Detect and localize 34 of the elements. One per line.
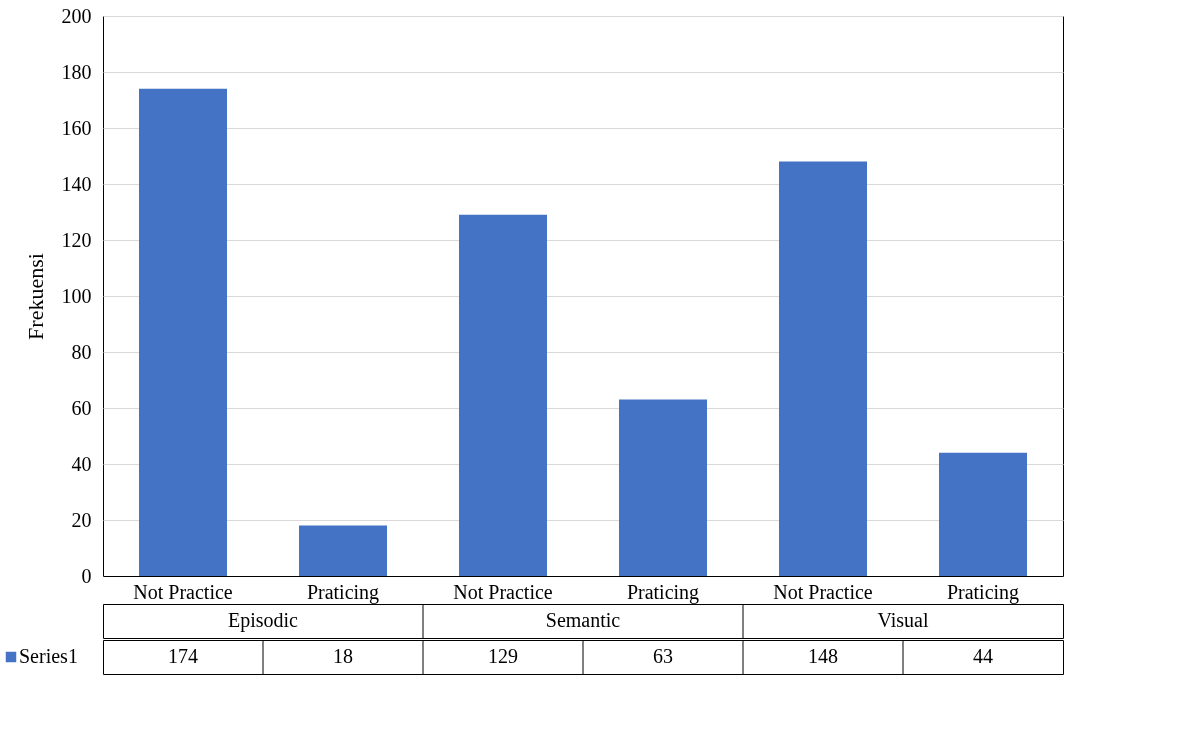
data-label: 18 [333,645,353,667]
bar [299,525,387,576]
text: Episodic [228,609,299,632]
x-tick-label: Not Practice [773,580,873,603]
x-tick-label: Praticing [946,580,1020,604]
data-label: 44 [973,645,993,667]
legend-label: Series1 [19,645,78,667]
data-label: 129 [488,645,518,667]
y-tick-label: 200 [61,4,92,27]
y-tick-label: 100 [61,284,92,307]
bar [939,452,1027,576]
data-label: 174 [168,645,198,667]
y-tick-label: 120 [61,228,92,251]
y-tick-label: 180 [61,60,92,83]
text: Semantic [545,609,621,631]
bar [619,399,707,576]
bar [139,88,227,576]
y-tick-label: 80 [71,340,92,363]
y-axis-title: Frekuensi [22,253,48,340]
text: Visual [877,609,929,631]
y-tick-label: 0 [81,564,92,587]
data-label: 63 [653,645,673,667]
x-tick-label: Praticing [306,580,380,604]
x-tick-label: Praticing [626,580,700,604]
bar [459,214,547,576]
y-tick-label: 20 [71,508,92,531]
y-tick-label: 60 [71,396,92,419]
x-tick-label: Not Practice [133,580,233,603]
bar [779,161,867,576]
y-tick-label: 40 [71,452,92,475]
y-tick-label: 140 [61,172,92,195]
data-label: 148 [808,645,838,667]
x-tick-label: Not Practice [453,580,553,603]
y-tick-label: 160 [61,116,92,139]
